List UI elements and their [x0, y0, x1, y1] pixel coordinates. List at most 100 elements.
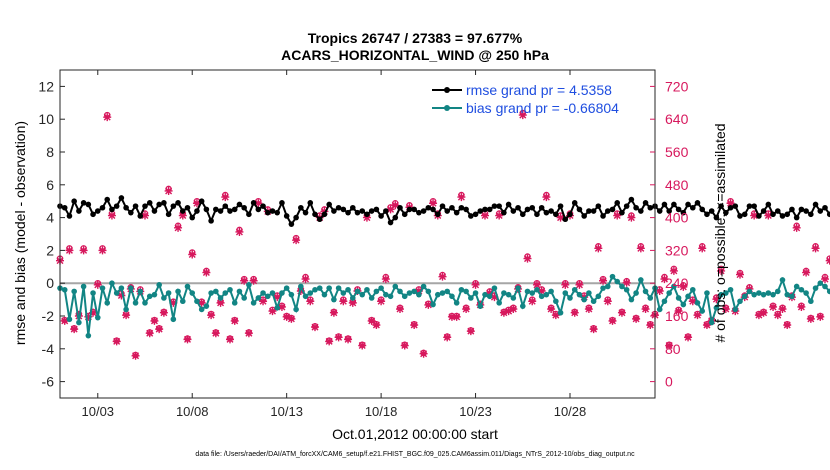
- bias-point: [746, 288, 753, 295]
- obs-assimilated-marker: [277, 302, 286, 311]
- bias-point: [808, 298, 814, 305]
- obs-assimilated-marker: [211, 329, 220, 338]
- bias-point: [453, 300, 460, 306]
- bias-point: [246, 282, 252, 288]
- chart-subtitle: ACARS_HORIZONTAL_WIND @ 250 hPa: [281, 47, 549, 63]
- obs-assimilated-marker: [613, 211, 622, 220]
- bias-point: [368, 295, 375, 301]
- rmse-point: [222, 203, 229, 209]
- bias-point: [444, 288, 451, 295]
- bias-point: [151, 291, 158, 298]
- rmse-point: [647, 204, 654, 211]
- obs-assimilated-marker: [679, 282, 688, 291]
- y-tick-label: 12: [38, 78, 54, 94]
- rmse-point: [538, 204, 545, 211]
- rmse-point: [137, 213, 144, 219]
- rmse-point: [689, 204, 696, 211]
- y2-tick-label: 0: [665, 374, 673, 390]
- y2-tick-label: 560: [665, 144, 689, 160]
- rmse-point: [524, 206, 531, 213]
- rmse-point: [279, 200, 285, 206]
- obs-assimilated-marker: [287, 314, 296, 323]
- obs-assimilated-marker: [802, 268, 811, 277]
- bias-point: [250, 300, 257, 306]
- obs-assimilated-marker: [816, 312, 825, 321]
- rmse-point: [501, 209, 507, 216]
- obs-assimilated-marker: [254, 199, 263, 208]
- bias-point: [184, 283, 191, 290]
- rmse-point: [661, 201, 668, 208]
- rmse-point: [184, 204, 191, 211]
- obs-assimilated-marker: [603, 297, 612, 306]
- rmse-point: [430, 206, 436, 213]
- bias-point: [118, 285, 125, 291]
- rmse-point: [189, 214, 196, 221]
- rmse-point: [704, 211, 710, 218]
- y-axis-label-left: rmse and bias (model - observation): [12, 120, 28, 346]
- obs-assimilated-marker: [188, 250, 197, 259]
- y-tick-label: 2: [46, 242, 54, 258]
- obs-assimilated-marker: [542, 193, 551, 202]
- bias-point: [689, 286, 696, 293]
- bias-point: [713, 305, 720, 311]
- rmse-point: [227, 208, 233, 214]
- bias-point: [312, 286, 318, 293]
- rmse-point: [694, 200, 701, 206]
- rmse-point: [675, 206, 682, 213]
- bias-point: [307, 290, 314, 296]
- legend-marker-bias: [444, 105, 450, 111]
- obs-assimilated-marker: [391, 201, 400, 210]
- rmse-point: [614, 200, 621, 206]
- obs-assimilated-marker: [485, 289, 494, 298]
- obs-assimilated-marker: [410, 321, 419, 330]
- bias-point: [449, 293, 455, 300]
- rmse-point: [468, 213, 474, 219]
- bias-point: [822, 283, 828, 290]
- rmse-point: [288, 221, 295, 227]
- rmse-point: [161, 200, 167, 206]
- obs-assimilated-marker: [65, 246, 74, 255]
- rmse-point: [708, 208, 715, 214]
- rmse-point: [80, 200, 87, 206]
- bias-point: [231, 300, 238, 306]
- bias-point: [524, 288, 531, 295]
- obs-assimilated-marker: [348, 298, 357, 307]
- obs-assimilated-marker: [556, 213, 565, 222]
- rmse-point: [128, 209, 134, 216]
- rmse-point: [255, 206, 262, 213]
- y2-tick-label: 320: [665, 242, 689, 258]
- bias-point: [609, 273, 616, 280]
- rmse-point: [680, 209, 687, 216]
- bias-point: [161, 295, 167, 301]
- bias-point: [468, 295, 474, 301]
- obs-assimilated-marker: [778, 305, 787, 314]
- rmse-point: [590, 208, 597, 214]
- obs-assimilated-marker: [457, 193, 466, 202]
- y2-tick-label: 240: [665, 275, 689, 291]
- rmse-point: [349, 204, 356, 211]
- bias-point: [477, 303, 484, 309]
- bias-point: [793, 283, 800, 290]
- rmse-point: [741, 211, 748, 218]
- bias-point: [817, 280, 824, 287]
- bias-point: [486, 293, 493, 300]
- bias-point: [694, 300, 701, 306]
- obs-assimilated-marker: [377, 297, 386, 306]
- rmse-point: [109, 206, 115, 213]
- obs-assimilated-marker: [419, 349, 428, 358]
- y2-tick-label: 480: [665, 177, 689, 193]
- rmse-point: [236, 201, 243, 208]
- obs-assimilated-marker: [202, 268, 211, 277]
- obs-assimilated-marker: [306, 297, 315, 306]
- plot-frame: [59, 69, 656, 399]
- rmse-point: [713, 214, 720, 221]
- bias-point: [397, 288, 403, 295]
- bias-point: [798, 286, 805, 293]
- obs-assimilated-marker: [688, 297, 697, 306]
- obs-assimilated-marker: [821, 275, 829, 284]
- bias-point: [505, 291, 512, 298]
- rmse-point: [434, 211, 441, 218]
- bias-point: [255, 295, 262, 301]
- bias-point: [756, 290, 762, 296]
- obs-assimilated-marker: [750, 211, 759, 220]
